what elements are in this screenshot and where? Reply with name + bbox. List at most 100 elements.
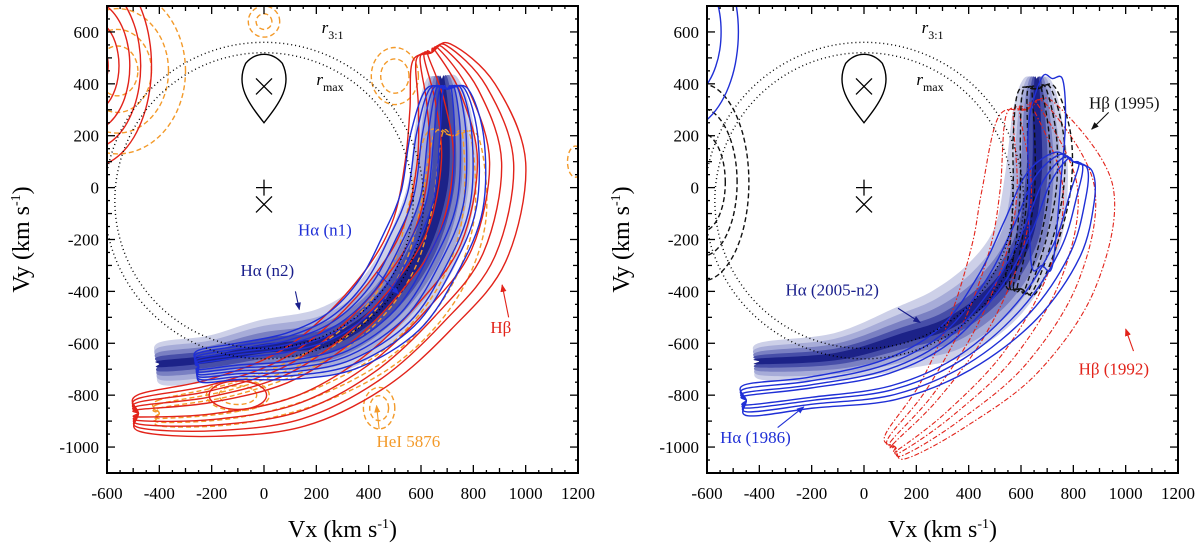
x-axis-label-sup: -1: [977, 517, 989, 532]
annotation-arrow: [1125, 328, 1135, 352]
circle-r31: [707, 41, 1025, 360]
contour-line: [247, 6, 281, 38]
contour-line: [1016, 84, 1051, 294]
contour-line: [255, 13, 273, 31]
contour-line: [707, 83, 750, 282]
contour-line: [368, 394, 390, 422]
label-main: r: [922, 18, 929, 37]
contour-line: [131, 43, 515, 432]
y-axis-label: Vy (km s-1): [9, 186, 35, 292]
contour-line: [107, 45, 139, 97]
annotation-label: Hβ: [490, 318, 511, 337]
contour-line: [193, 84, 474, 379]
x-tick-label: 800: [461, 484, 487, 503]
contour-line: [131, 44, 503, 427]
label-main: r: [322, 18, 329, 37]
label-main: r: [316, 70, 323, 89]
contour-line: [707, 6, 740, 121]
annotation-label: Hα (n1): [298, 221, 352, 240]
x-tick-label: 200: [904, 484, 930, 503]
annotation-arrow: [777, 406, 805, 429]
contour-line: [739, 153, 1090, 413]
ticks: [106, 5, 579, 474]
density-level: [753, 76, 1048, 368]
contour-line: [888, 100, 1079, 455]
y-tick-label: -400: [68, 282, 99, 301]
y-tick-label: 0: [691, 179, 700, 198]
y-tick-label: 400: [674, 75, 700, 94]
y-tick-label: -600: [68, 334, 99, 353]
x-tick-label: 400: [356, 484, 382, 503]
y-tick-label: -600: [668, 334, 699, 353]
contour-line: [151, 128, 488, 428]
y-tick-label: -800: [68, 386, 99, 405]
x-axis-label: Vx (km s-1): [888, 517, 997, 543]
y-tick-label: 0: [91, 179, 100, 198]
plot-frame: [706, 5, 1179, 474]
annotation-label: Hα (n2): [240, 261, 294, 280]
series-h-1992-: [883, 97, 1116, 460]
contour-line: [889, 102, 1064, 453]
y-tick-label: 600: [74, 23, 100, 42]
y-tick-label: -800: [668, 386, 699, 405]
y-axis-label-end: ): [9, 186, 35, 194]
contour-line: [370, 46, 420, 106]
ticks: [706, 5, 1179, 474]
contour-line: [194, 84, 462, 373]
label-rmax: rmax: [316, 70, 343, 94]
contour-line: [1004, 83, 1074, 297]
star-cross-icon: [255, 196, 273, 213]
x-tick-label: -200: [796, 484, 827, 503]
x-tick-label: 600: [408, 484, 434, 503]
x-tick-label: 1000: [509, 484, 543, 503]
y-tick-label: -1000: [59, 438, 99, 457]
series-h-n1-: [193, 84, 487, 384]
series-h-1986-: [707, 6, 1097, 417]
contour-line: [132, 46, 491, 423]
x-tick-label: 800: [1061, 484, 1087, 503]
contour-line: [131, 41, 527, 438]
contour-line: [107, 6, 131, 126]
contour-line: [218, 385, 258, 406]
x-tick-label: 0: [860, 484, 869, 503]
contour-line: [740, 156, 1080, 406]
x-tick-label: -200: [196, 484, 227, 503]
y-axis-label-sup: -1: [9, 194, 24, 206]
x-tick-label: -400: [744, 484, 775, 503]
x-tick-label: 1200: [561, 484, 595, 503]
x-axis-label-main: Vx (km s: [888, 517, 977, 543]
x-tick-label: 0: [260, 484, 269, 503]
contour-line: [193, 84, 481, 381]
annotation-label: Hα (1986): [720, 428, 791, 447]
circle-rmax: [714, 51, 1014, 350]
x-axis-label-end: ): [989, 517, 997, 543]
y-axis-label-main: Vy (km s: [9, 206, 35, 293]
label-r31: r3:1: [322, 18, 344, 42]
label-r31: r3:1: [922, 18, 944, 42]
center-of-mass-plus-icon: [856, 179, 872, 196]
series-h-1995-: [707, 83, 1074, 297]
annotation-arrow: [1091, 111, 1110, 130]
label-sub: max: [923, 80, 944, 94]
contour-line: [152, 128, 466, 420]
x-axis-label-end: ): [389, 517, 397, 543]
annotation-label: Hβ (1995): [1089, 93, 1160, 112]
y-axis-label-sup: -1: [609, 194, 624, 206]
y-tick-label: -200: [668, 231, 699, 250]
contour-line: [883, 97, 1116, 460]
x-tick-label: -600: [691, 484, 722, 503]
y-tick-label: -200: [68, 231, 99, 250]
star-cross-icon: [255, 77, 273, 95]
annotation-label: Hβ (1992): [1079, 359, 1150, 378]
star-cross-icon: [855, 196, 873, 213]
roche-lobe: [841, 53, 887, 124]
center-of-mass-plus-icon: [256, 179, 272, 196]
x-tick-label: 1000: [1109, 484, 1143, 503]
label-sub: 3:1: [328, 28, 343, 42]
annotation-label: HeI 5876: [377, 432, 441, 451]
star-cross-icon: [855, 77, 873, 95]
contour-line: [1008, 83, 1066, 296]
annotation-arrow: [374, 404, 381, 429]
